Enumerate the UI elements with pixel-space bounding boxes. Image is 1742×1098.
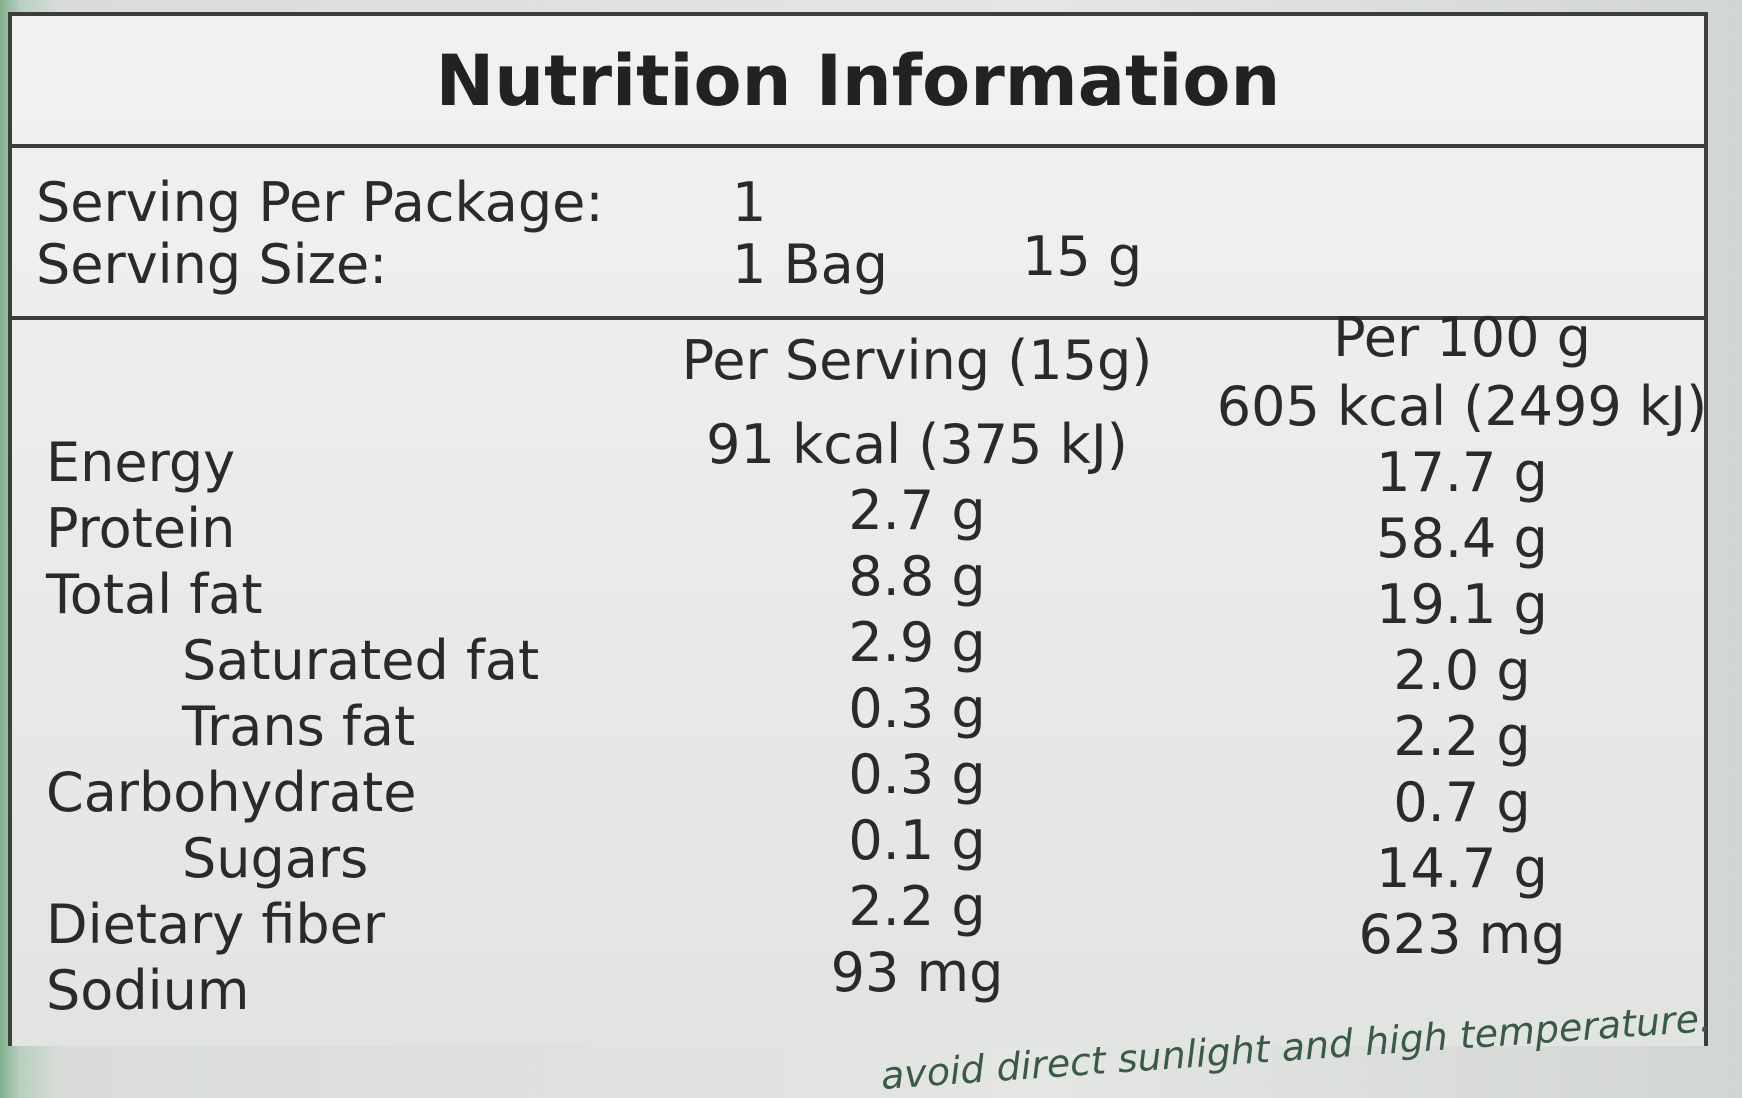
per-100g-value: 58.4 g	[1376, 507, 1548, 570]
nutrition-panel: Nutrition Information Serving Per Packag…	[8, 12, 1708, 1046]
per-serving-value: 2.9 g	[848, 611, 986, 674]
per-100g-value: 623 mg	[1358, 903, 1566, 966]
nutrient-name: Energy	[46, 431, 236, 494]
serving-value: 1	[732, 171, 767, 234]
divider	[12, 316, 1704, 320]
per-serving-value: 93 mg	[830, 941, 1004, 1004]
per-serving-value: 8.8 g	[848, 545, 986, 608]
nutrient-name: Dietary fiber	[46, 893, 386, 956]
per-100g-value: 2.2 g	[1393, 705, 1531, 768]
nutrient-name: Carbohydrate	[46, 761, 417, 824]
nutrient-name: Protein	[46, 497, 236, 560]
nutrient-name: Trans fat	[182, 695, 416, 758]
per-100g-value: 605 kcal (2499 kJ)	[1216, 375, 1708, 438]
column-header: Per Serving (15g)	[681, 329, 1153, 392]
size-weight: 15 g	[1022, 225, 1143, 288]
nutrient-name: Total fat	[46, 563, 263, 626]
per-100g-value: 14.7 g	[1376, 837, 1548, 900]
size-label: Serving Size:	[36, 233, 388, 296]
per-serving-value: 2.7 g	[848, 479, 986, 542]
per-serving-value: 2.2 g	[848, 875, 986, 938]
per-serving-value: 0.3 g	[848, 677, 986, 740]
per-serving-value: 91 kcal (375 kJ)	[706, 413, 1128, 476]
divider	[12, 144, 1704, 148]
nutrient-name: Sodium	[46, 959, 250, 1022]
per-100g-value: 19.1 g	[1376, 573, 1548, 636]
serving-label: Serving Per Package:	[36, 171, 604, 234]
per-100g-value: 0.7 g	[1393, 771, 1531, 834]
size-value: 1 Bag	[732, 233, 888, 296]
per-serving-value: 0.3 g	[848, 743, 986, 806]
title: Nutrition Information	[435, 40, 1281, 122]
per-100g-value: 17.7 g	[1376, 441, 1548, 504]
nutrient-name: Saturated fat	[182, 629, 540, 692]
per-serving-value: 0.1 g	[848, 809, 986, 872]
column-header: Per 100 g	[1333, 306, 1591, 369]
per-100g-value: 2.0 g	[1393, 639, 1531, 702]
nutrient-name: Sugars	[182, 827, 369, 890]
